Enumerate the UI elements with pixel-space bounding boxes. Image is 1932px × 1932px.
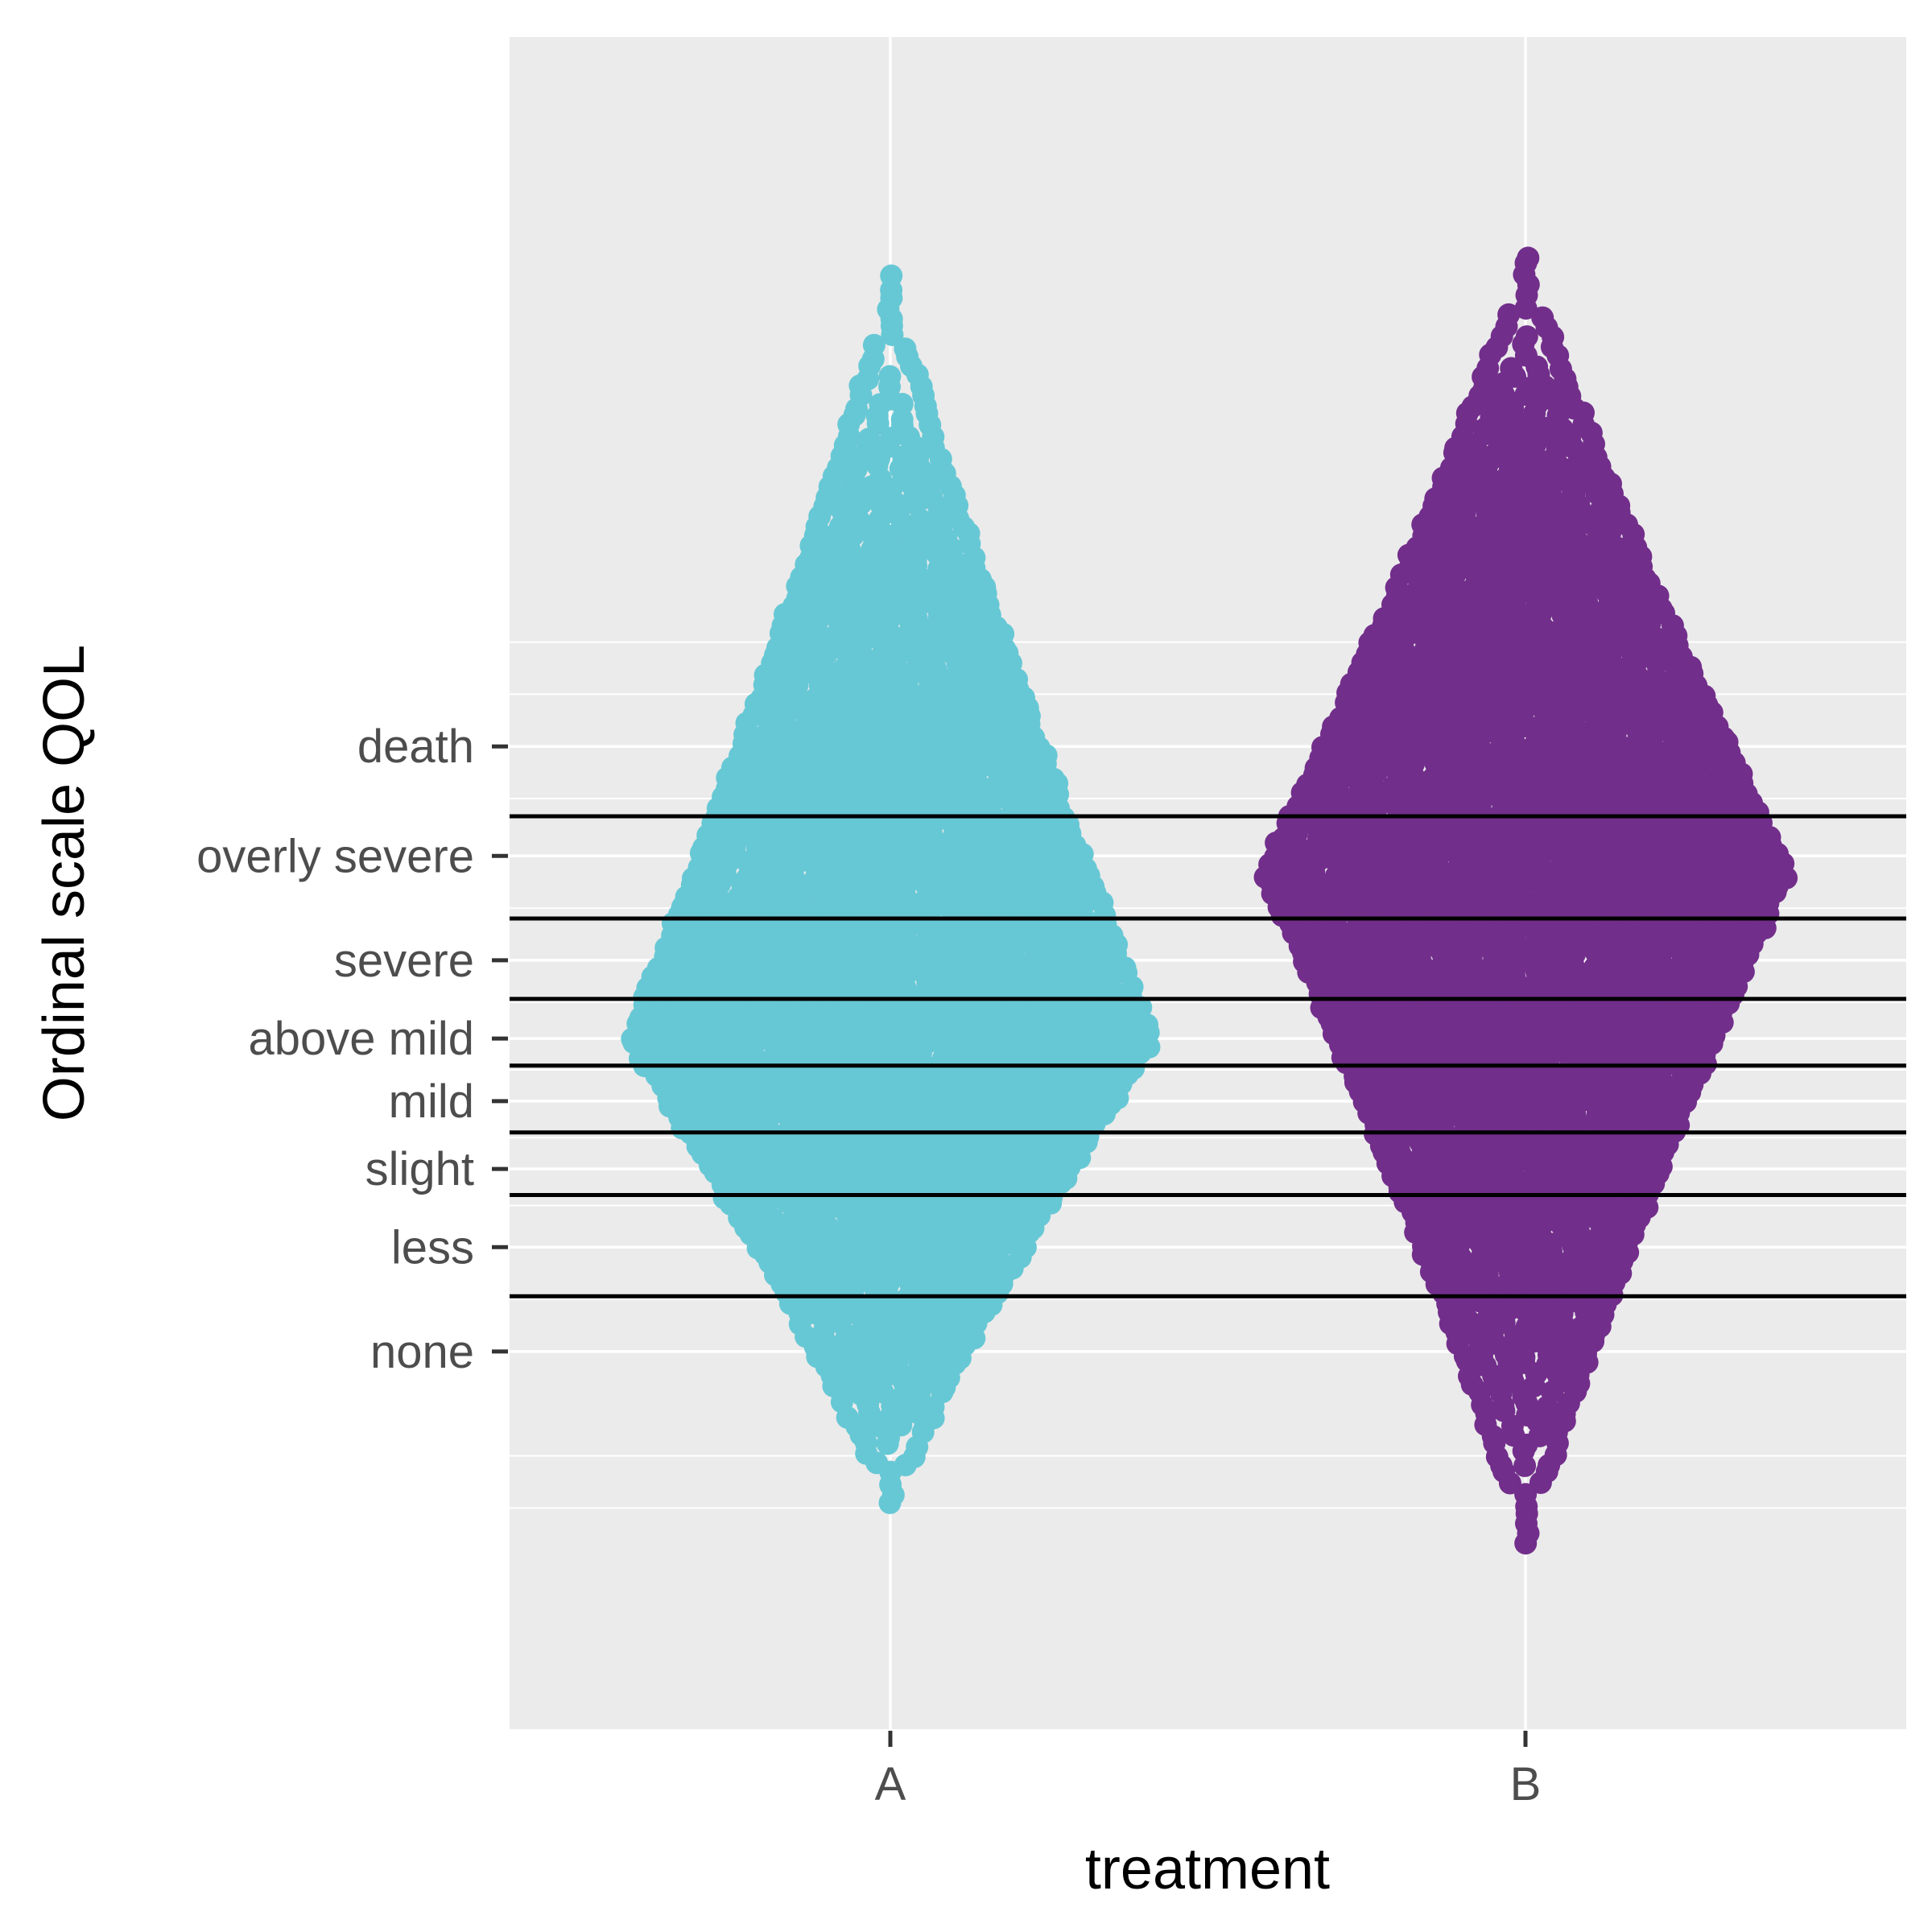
y-tick-label: above mild xyxy=(249,1013,474,1065)
y-tick-label: severe xyxy=(334,935,474,987)
y-tick-label: overly severe xyxy=(196,830,474,882)
x-tick-label: B xyxy=(1510,1758,1542,1810)
data-point-A xyxy=(878,1491,902,1514)
y-tick-label: less xyxy=(391,1221,474,1274)
data-point-A xyxy=(876,1432,899,1455)
y-tick-label: mild xyxy=(389,1075,474,1128)
data-point-B xyxy=(1514,1532,1538,1555)
y-tick-label: slight xyxy=(365,1143,474,1195)
y-tick-label: death xyxy=(357,720,474,773)
data-point-B xyxy=(1513,1454,1537,1477)
y-tick-label: none xyxy=(370,1326,474,1378)
x-axis-title: treatment xyxy=(1085,1837,1330,1901)
data-point-B xyxy=(1514,297,1538,320)
x-tick-label: A xyxy=(875,1758,906,1810)
cutpoint-lines xyxy=(510,814,1906,1298)
points-layer xyxy=(621,246,1798,1555)
data-point-B xyxy=(1498,1472,1521,1495)
axes: none less slight mild above mild severe overly… xyxy=(196,720,1541,1810)
data-point-A xyxy=(890,393,914,415)
y-axis-title: Ordinal scale QOL xyxy=(32,645,97,1121)
